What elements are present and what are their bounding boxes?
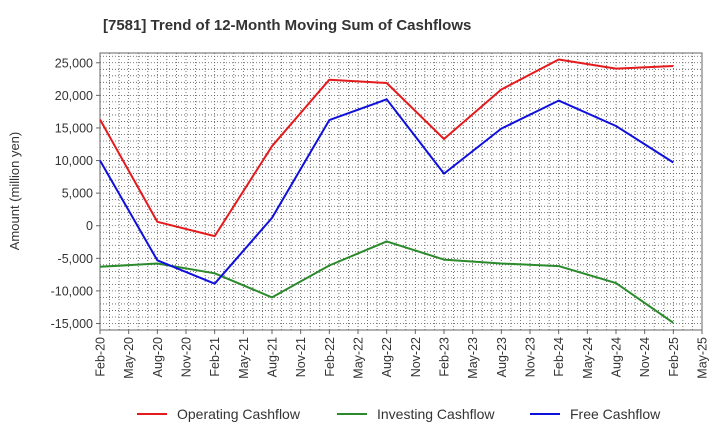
x-tick-label: Feb-20 [94, 337, 108, 377]
x-tick-label: Nov-20 [180, 337, 194, 377]
x-tick-label: Nov-23 [524, 337, 538, 377]
x-tick-label: May-25 [696, 337, 710, 379]
legend-label: Free Cashflow [570, 406, 661, 422]
x-tick-label: Aug-21 [266, 337, 280, 377]
x-tick-label: Feb-22 [323, 337, 337, 377]
series-lines [99, 58, 674, 324]
series-line [99, 240, 674, 324]
y-axis-label: Amount (million yen) [7, 132, 22, 251]
y-tick-label: 15,000 [55, 121, 93, 135]
x-tick-label: May-20 [122, 337, 136, 379]
x-tick-label: Feb-23 [438, 337, 452, 377]
legend-label: Operating Cashflow [177, 406, 301, 422]
y-tick-label: -5,000 [58, 252, 93, 266]
series-line [99, 58, 674, 238]
x-tick-label: Feb-25 [667, 337, 681, 377]
y-tick-label: 0 [86, 219, 93, 233]
x-tick-label: May-24 [581, 337, 595, 379]
x-tick-label: May-23 [466, 337, 480, 379]
x-tick-label: Feb-24 [552, 337, 566, 377]
y-tick-label: 25,000 [55, 56, 93, 70]
x-tick-label: Feb-21 [208, 337, 222, 377]
series-line [99, 98, 674, 285]
grid [99, 53, 703, 331]
x-tick-label: Aug-24 [610, 337, 624, 377]
y-tick-label: 20,000 [55, 89, 93, 103]
x-tick-label: Aug-23 [495, 337, 509, 377]
legend-label: Investing Cashflow [377, 406, 495, 422]
x-tick-label: Nov-21 [294, 337, 308, 377]
x-tick-label: Aug-22 [380, 337, 394, 377]
x-tick-label: May-21 [237, 337, 251, 379]
x-tick-label: May-22 [352, 337, 366, 379]
x-tick-label: Aug-20 [151, 337, 165, 377]
x-tick-label: Nov-24 [638, 337, 652, 377]
y-tick-label: -10,000 [51, 284, 93, 298]
legend: Operating Cashflow Investing Cashflow Free… [137, 406, 661, 422]
y-tick-label: 5,000 [62, 187, 93, 201]
axes: -15,000 -10,000 -5,000 0 5,000 10,000 15,000 20… [51, 52, 710, 379]
x-tick-label: Nov-22 [409, 337, 423, 377]
plot-area-frame [99, 52, 703, 331]
y-tick-label: 10,000 [55, 154, 93, 168]
y-tick-label: -15,000 [51, 317, 93, 331]
chart-title: [7581] Trend of 12-Month Moving Sum of C… [103, 17, 471, 34]
